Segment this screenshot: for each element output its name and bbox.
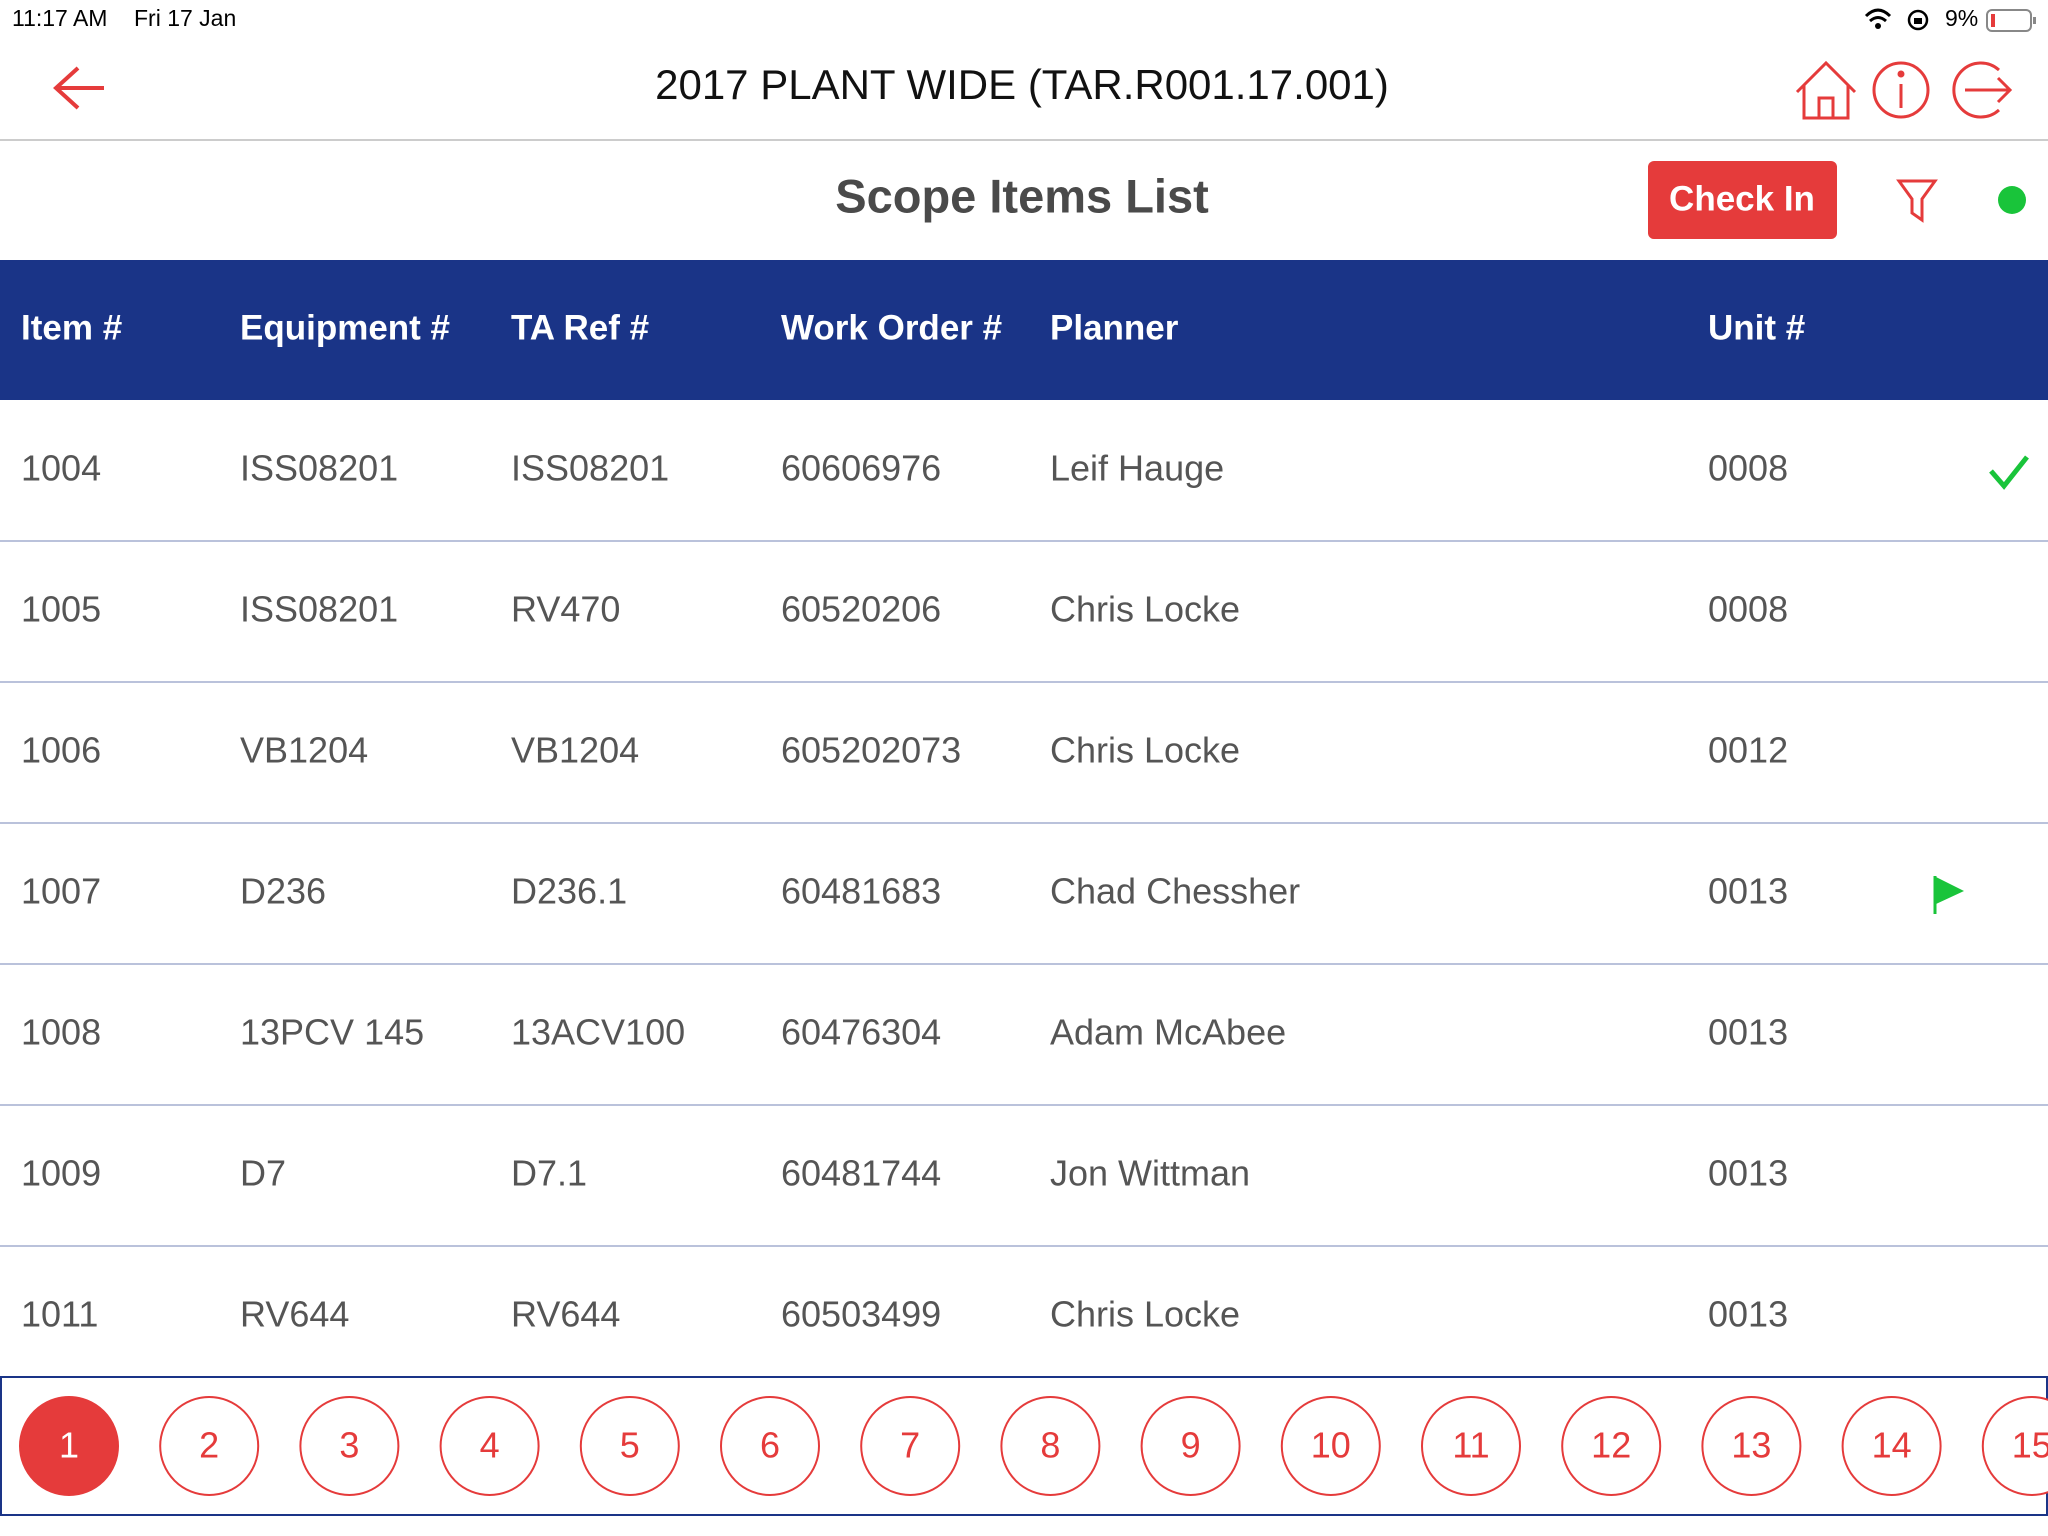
table-cell: 1007 (21, 871, 101, 912)
page-number[interactable]: 1 (59, 1425, 79, 1466)
header-title: 2017 PLANT WIDE (TAR.R001.17.001) (655, 61, 1389, 108)
table-cell: ISS08201 (240, 589, 398, 630)
column-header: TA Ref # (511, 308, 649, 347)
page-number[interactable]: 4 (480, 1425, 500, 1466)
page-number[interactable]: 6 (760, 1425, 780, 1466)
page-button[interactable] (860, 1396, 961, 1496)
column-header: Planner (1050, 308, 1179, 347)
online-indicator (1998, 186, 2026, 214)
table-cell: D236.1 (511, 871, 627, 912)
table-cell: Adam McAbee (1050, 1012, 1286, 1053)
table-cell: 60481683 (781, 871, 941, 912)
checked-icon (1989, 455, 2029, 490)
page-number[interactable]: 5 (620, 1425, 640, 1466)
table-cell: 1006 (21, 730, 101, 771)
table-cell: Chad Chessher (1050, 871, 1300, 912)
table-cell: RV644 (240, 1294, 349, 1335)
battery-icon (1986, 9, 2036, 32)
page-button[interactable] (1841, 1396, 1942, 1496)
page-number[interactable]: 3 (339, 1425, 359, 1466)
page-number[interactable]: 9 (1181, 1425, 1201, 1466)
page-number[interactable]: 7 (900, 1425, 920, 1466)
table-cell: 60481744 (781, 1153, 941, 1194)
table-cell: 13PCV 145 (240, 1012, 424, 1053)
home-button[interactable] (1795, 60, 1857, 120)
info-button[interactable] (1872, 61, 1930, 119)
table-cell: 13ACV100 (511, 1012, 685, 1053)
table-cell: 0013 (1708, 871, 1788, 912)
page-number[interactable]: 8 (1040, 1425, 1060, 1466)
table-cell: 60606976 (781, 448, 941, 489)
page-button[interactable] (1280, 1396, 1381, 1496)
back-button[interactable] (53, 66, 104, 110)
table-cell: 0013 (1708, 1153, 1788, 1194)
table-cell: Chris Locke (1050, 589, 1240, 630)
table-header (0, 260, 2048, 400)
page-button[interactable] (19, 1396, 119, 1496)
page-button[interactable] (439, 1396, 540, 1496)
table-cell: 0008 (1708, 589, 1788, 630)
page-button[interactable] (1421, 1396, 1521, 1496)
table-cell: RV470 (511, 589, 620, 630)
status-time: 11:17 AM (12, 5, 107, 31)
logout-button[interactable] (1952, 61, 2013, 119)
table-cell: D7 (240, 1153, 286, 1194)
page-number[interactable]: 12 (1591, 1425, 1631, 1466)
table-cell: 0013 (1708, 1012, 1788, 1053)
page-button[interactable] (1561, 1396, 1662, 1496)
table-cell: 60476304 (781, 1012, 941, 1053)
table-cell: ISS08201 (240, 448, 398, 489)
page-button[interactable] (159, 1396, 260, 1496)
column-header: Unit # (1708, 308, 1805, 347)
table-cell: 1004 (21, 448, 101, 489)
page-number[interactable]: 14 (1872, 1425, 1912, 1466)
table-cell: 605202073 (781, 730, 961, 771)
check-in-label[interactable]: Check In (1669, 179, 1815, 218)
filter-button[interactable] (1896, 179, 1938, 223)
table-cell: 0013 (1708, 1294, 1788, 1335)
table-cell: 0008 (1708, 448, 1788, 489)
table-cell: 1009 (21, 1153, 101, 1194)
table-cell: D7.1 (511, 1153, 587, 1194)
table-cell: D236 (240, 871, 326, 912)
table-cell: VB1204 (240, 730, 368, 771)
table-cell: 0012 (1708, 730, 1788, 771)
table-cell: Leif Hauge (1050, 448, 1224, 489)
page-button[interactable] (1981, 1396, 2048, 1496)
page-button[interactable] (1000, 1396, 1101, 1496)
table-cell: 60520206 (781, 589, 941, 630)
table-cell: ISS08201 (511, 448, 669, 489)
table-cell: Jon Wittman (1050, 1153, 1250, 1194)
check-in-button[interactable] (1648, 161, 1837, 239)
status-battery: 9% (1945, 5, 1978, 31)
table-cell: VB1204 (511, 730, 639, 771)
page-button[interactable] (720, 1396, 820, 1496)
table-cell: Chris Locke (1050, 1294, 1240, 1335)
page-number[interactable]: 11 (1452, 1425, 1489, 1466)
page-number[interactable]: 10 (1311, 1425, 1351, 1466)
table-cell: Chris Locke (1050, 730, 1240, 771)
page-number[interactable]: 15 (2012, 1425, 2048, 1466)
column-header: Work Order # (781, 308, 1002, 347)
status-icons (1864, 8, 1929, 31)
page-button[interactable] (579, 1396, 680, 1496)
flag-icon (1933, 876, 1964, 914)
column-header: Equipment # (240, 308, 450, 347)
table-cell: 60503499 (781, 1294, 941, 1335)
column-header: Item # (21, 308, 122, 347)
page-number[interactable]: 2 (199, 1425, 219, 1466)
table-cell: 1008 (21, 1012, 101, 1053)
table-cell: 1005 (21, 589, 101, 630)
page-button[interactable] (299, 1396, 400, 1496)
table-cell: 1011 (21, 1294, 98, 1335)
page-number[interactable]: 13 (1731, 1425, 1771, 1466)
page-button[interactable] (1701, 1396, 1802, 1496)
table-cell: RV644 (511, 1294, 620, 1335)
toolbar-title: Scope Items List (835, 169, 1209, 222)
status-date: Fri 17 Jan (134, 5, 236, 31)
page-button[interactable] (1140, 1396, 1241, 1496)
